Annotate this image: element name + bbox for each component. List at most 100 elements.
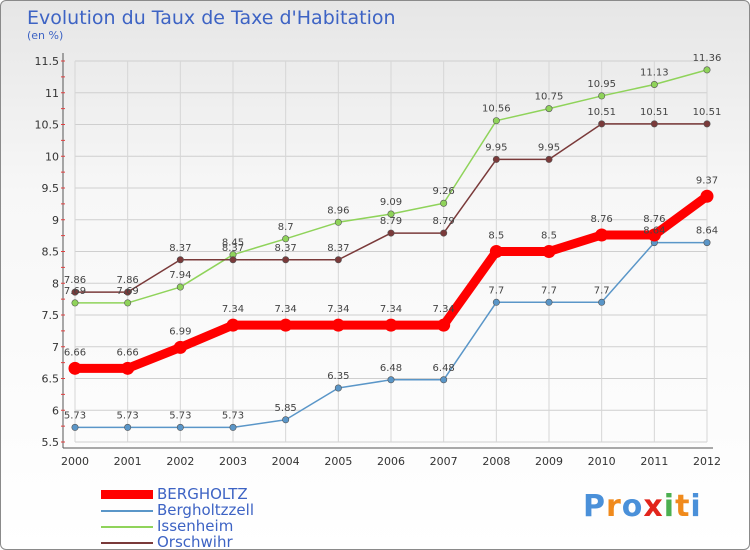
data-label: 6.66 (117, 347, 139, 358)
data-point (124, 288, 132, 296)
x-tick-label: 2008 (482, 455, 510, 468)
y-tick-label: 8 (52, 277, 59, 290)
x-tick-label: 2010 (588, 455, 616, 468)
y-tick-label: 6.5 (42, 373, 60, 386)
data-label: 8.37 (169, 243, 191, 254)
data-point (71, 299, 79, 307)
data-point (650, 80, 658, 88)
chart-title: Evolution du Taux de Taxe d'Habitation (27, 7, 396, 29)
data-label: 10.51 (640, 107, 669, 118)
axes: 5.5 6 6.5 7 7.5 8 8.5 9 9.5 10 10.5 11 11.5 2000 2001 2… (35, 53, 721, 468)
data-point (334, 218, 342, 226)
data-label: 5.73 (117, 410, 139, 421)
data-point (703, 120, 711, 128)
data-point (542, 245, 556, 258)
data-point (492, 155, 500, 163)
data-point (492, 117, 500, 125)
y-tick-label: 9.5 (42, 182, 60, 195)
data-label: 9.95 (538, 142, 560, 153)
data-point (68, 361, 82, 375)
data-point (489, 245, 503, 258)
x-tick-label: 2003 (219, 455, 247, 468)
data-point (595, 228, 609, 242)
data-label: 7.7 (488, 285, 504, 296)
data-point (229, 423, 237, 431)
data-label: 10.95 (587, 79, 616, 90)
data-point (387, 229, 395, 237)
data-label: 8.79 (433, 216, 455, 227)
data-point (440, 229, 448, 237)
logo-letter: i (663, 489, 676, 524)
data-label: 5.73 (222, 410, 244, 421)
data-label: 8.76 (643, 214, 665, 225)
data-label: 7.34 (222, 304, 244, 315)
data-point (384, 318, 398, 332)
data-point (176, 256, 184, 264)
data-point (387, 210, 395, 218)
data-label: 10.51 (587, 107, 616, 118)
data-point (334, 384, 342, 392)
data-point (545, 298, 553, 306)
data-label: 5.73 (64, 410, 86, 421)
y-tick-label: 8.5 (42, 246, 60, 259)
logo-letter: P (583, 489, 606, 524)
data-point (176, 423, 184, 431)
x-tick-label: 2004 (272, 455, 300, 468)
y-tick-label: 5.5 (42, 436, 60, 449)
legend-label: Orschwihr (157, 533, 233, 550)
logo-letter: t (675, 489, 691, 524)
data-point (598, 298, 606, 306)
data-label: 6.35 (327, 371, 349, 382)
y-tick-label: 6 (52, 404, 59, 417)
data-label: 6.99 (169, 326, 191, 337)
data-label: 10.51 (693, 107, 722, 118)
series-orschwihr (71, 120, 711, 296)
data-label: 7.69 (64, 286, 86, 297)
series-issenheim (71, 66, 711, 307)
data-label: 10.56 (482, 104, 511, 115)
data-label: 7.7 (541, 285, 557, 296)
data-label: 7.86 (64, 275, 86, 286)
x-tick-label: 2001 (114, 455, 142, 468)
x-tick-label: 2006 (377, 455, 405, 468)
data-label: 6.66 (64, 347, 86, 358)
data-label: 6.48 (380, 363, 402, 374)
data-point (282, 235, 290, 243)
legend-label: BERGHOLTZ (157, 485, 248, 503)
data-label: 7.34 (327, 304, 349, 315)
data-point (440, 199, 448, 207)
y-tick-label: 10.5 (35, 119, 60, 132)
y-tick-label: 7.5 (42, 309, 60, 322)
data-point (282, 416, 290, 424)
data-point (279, 318, 293, 332)
data-point (229, 256, 237, 264)
grid (74, 60, 708, 443)
x-tick-label: 2012 (693, 455, 721, 468)
data-point (700, 189, 714, 203)
data-label: 8.37 (275, 243, 297, 254)
series (68, 66, 714, 431)
legend-swatch (101, 542, 153, 544)
data-point (282, 256, 290, 264)
data-label: 7.94 (169, 270, 191, 281)
logo-letter: o (621, 489, 644, 524)
data-label: 5.73 (169, 410, 191, 421)
data-label: 8.64 (696, 226, 718, 237)
legend-swatch (101, 490, 153, 499)
y-tick-label: 10 (45, 150, 59, 163)
data-point (545, 155, 553, 163)
data-label: 8.96 (327, 205, 349, 216)
data-point (176, 283, 184, 291)
data-label: 9.26 (433, 186, 455, 197)
data-point (437, 318, 451, 332)
data-point (703, 239, 711, 247)
data-point (124, 423, 132, 431)
data-label: 7.86 (117, 275, 139, 286)
legend-swatch (101, 526, 153, 528)
legend-label: Issenheim (157, 517, 234, 535)
data-point (173, 340, 187, 354)
x-tick-label: 2009 (535, 455, 563, 468)
x-tick-label: 2000 (61, 455, 89, 468)
data-labels: 7.69 7.69 7.94 8.45 8.7 8.96 9.09 9.26 10.56 10.7… (64, 53, 721, 422)
